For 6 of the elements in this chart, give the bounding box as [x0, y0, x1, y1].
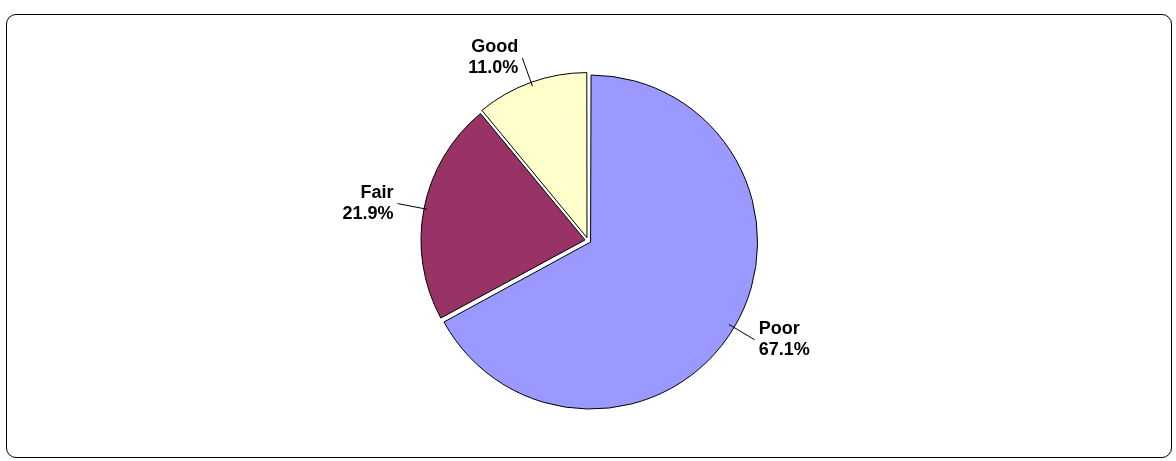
slice-label: Poor: [758, 318, 800, 339]
data-label: 11.0%: [468, 57, 519, 78]
slice-label: Good: [471, 36, 519, 57]
data-label: 21.9%: [342, 203, 394, 224]
slice-label: Fair: [360, 182, 394, 203]
data-label: 67.1%: [758, 339, 810, 360]
